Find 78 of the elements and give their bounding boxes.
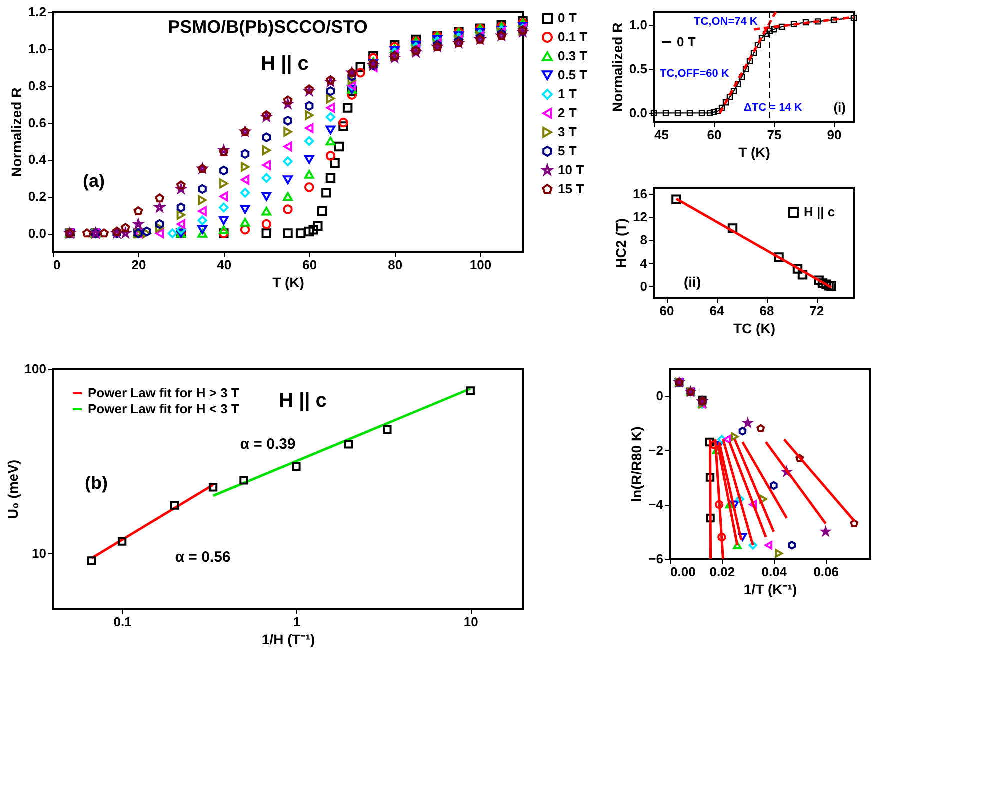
x-tick-label: 1 [293, 614, 301, 630]
x-tick-label: 75 [767, 128, 782, 142]
y-axis-title: Normalized R [609, 22, 626, 112]
x-tick-label: 100 [470, 258, 492, 272]
legend-label: H || c [804, 204, 836, 220]
x-tick-label: 0.1 [114, 614, 132, 630]
y-tick-label: 8 [640, 232, 648, 248]
legend-label: 10 T [558, 162, 584, 178]
annotation: (b) [85, 473, 108, 493]
y-tick-label: 0.2 [28, 189, 46, 204]
annotation: ΔTC = 14 K [744, 102, 802, 114]
x-axis-title: TC (K) [734, 320, 776, 336]
annotation: H || c [279, 390, 327, 412]
y-tick-label: 12 [633, 209, 648, 224]
legend-label: 0.1 T [558, 30, 588, 44]
x-axis-title: 1/H (T⁻¹) [262, 632, 316, 648]
x-tick-label: 68 [760, 304, 774, 318]
x-tick-label: 20 [132, 258, 146, 272]
x-tick-label: 0.04 [762, 564, 788, 580]
y-tick-label: 0.5 [629, 62, 648, 77]
legend-label: 2 T [558, 106, 577, 120]
legend-label: 0.3 T [558, 48, 588, 64]
legend-label: 1 T [558, 86, 577, 102]
y-tick-label: 0 [640, 278, 648, 294]
x-tick-label: 0 [54, 258, 61, 272]
x-tick-label: 60 [302, 258, 318, 272]
y-tick-label: 1.0 [629, 18, 648, 33]
y-tick-label: 1.2 [28, 4, 46, 20]
legend-label: 0.5 T [558, 68, 588, 82]
y-tick-label: 0.6 [28, 115, 46, 130]
x-tick-label: 40 [217, 258, 232, 272]
y-tick-label: −6 [648, 552, 664, 566]
annotation: TC,ON=74 K [694, 16, 758, 28]
annotation: H || c [261, 53, 309, 75]
y-tick-label: 100 [24, 362, 46, 376]
y-tick-label: 4 [640, 256, 648, 271]
x-tick-label: 90 [827, 128, 842, 142]
y-tick-label: 10 [32, 546, 46, 561]
y-tick-label: 0.8 [28, 78, 46, 94]
legend-label: 15 T [558, 182, 584, 196]
legend-label: 0 T [677, 34, 696, 50]
y-tick-label: 16 [633, 186, 648, 202]
legend-label: 3 T [558, 124, 577, 140]
x-tick-label: 0.06 [814, 564, 839, 580]
annotation: (i) [834, 100, 846, 115]
y-axis-title: ln(R/R80 K) [628, 426, 645, 502]
x-axis-title: T (K) [738, 144, 770, 160]
y-tick-label: −4 [648, 497, 664, 512]
x-tick-label: 45 [654, 128, 669, 142]
x-tick-label: 72 [810, 304, 824, 318]
y-axis-title: HC2 (T) [613, 218, 630, 268]
annotation: TC,OFF=60 K [660, 68, 730, 80]
legend-label: 5 T [558, 144, 577, 158]
legend-label: Power Law fit for H > 3 T [88, 386, 240, 400]
x-tick-label: 10 [464, 614, 478, 630]
x-axis-title: 1/T (K⁻¹) [744, 582, 798, 598]
chart-title: PSMO/B(Pb)SCCO/STO [168, 17, 368, 37]
y-axis-title: U₀ (meV) [4, 460, 21, 520]
annotation: (ii) [684, 274, 702, 290]
x-axis-title: T (K) [272, 274, 304, 290]
annotation: α = 0.56 [175, 549, 231, 566]
x-tick-label: 0.02 [710, 564, 736, 580]
y-tick-label: 0 [656, 388, 664, 404]
annotation: α = 0.39 [240, 436, 296, 453]
x-tick-label: 0.00 [670, 564, 696, 580]
y-tick-label: 1.0 [28, 41, 46, 56]
annotation: (a) [83, 171, 106, 191]
y-tick-label: 0.0 [28, 226, 46, 242]
x-tick-label: 80 [388, 258, 403, 272]
y-tick-label: 0.0 [629, 106, 648, 121]
x-tick-label: 60 [707, 128, 722, 142]
legend-label: Power Law fit for H < 3 T [88, 402, 240, 416]
y-axis-title: Normalized R [8, 88, 24, 178]
x-tick-label: 60 [660, 304, 674, 318]
y-tick-label: 0.4 [28, 152, 48, 168]
x-tick-label: 64 [710, 304, 725, 318]
legend-label: 0 T [558, 10, 577, 26]
y-tick-label: −2 [648, 442, 664, 458]
